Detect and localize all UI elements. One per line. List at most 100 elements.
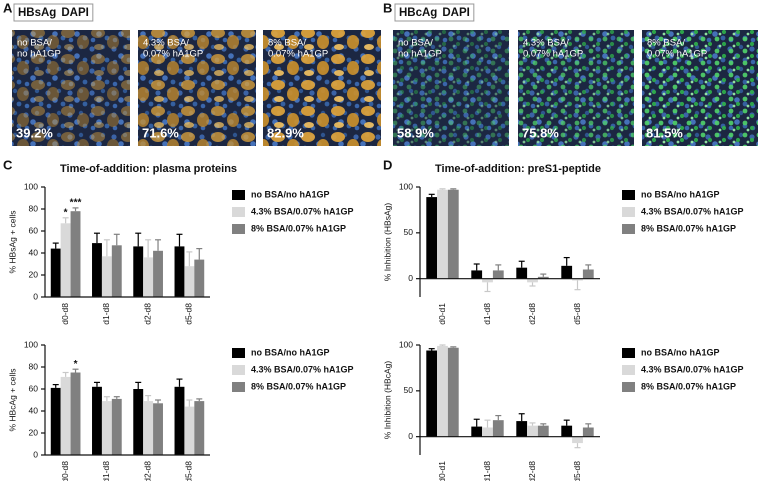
percent-label: 81.5% — [646, 125, 683, 140]
bar — [582, 427, 594, 437]
x-tick-label: d5-d8 — [572, 303, 582, 325]
y-tick-label: 60 — [29, 225, 39, 235]
x-tick-label: d0-d1 — [437, 461, 447, 481]
micrograph-signal — [518, 30, 634, 146]
x-tick-label: d2-d8 — [142, 303, 152, 325]
bar — [184, 266, 195, 297]
micrograph-signal — [138, 30, 256, 146]
legend-swatch — [232, 224, 245, 234]
y-tick-label: 100 — [24, 339, 38, 349]
legend-label: 8% BSA/0.07% hA1GP — [641, 223, 736, 233]
bar — [111, 398, 122, 455]
bar — [492, 270, 504, 279]
bar — [572, 278, 583, 281]
y-tick-label: 80 — [29, 361, 39, 371]
percent-label: 58.9% — [397, 125, 434, 140]
micrograph-signal — [393, 30, 509, 146]
condition-label: no BSA/ — [17, 38, 52, 49]
bar — [50, 248, 61, 297]
significance: * — [64, 207, 68, 218]
bar — [143, 401, 154, 455]
percent-label: 71.6% — [142, 125, 179, 140]
x-tick-label: d1-d8 — [482, 461, 492, 481]
legend-label: no BSA/no hA1GP — [641, 347, 720, 357]
x-tick-label: d0-d8 — [60, 303, 70, 325]
bar — [471, 270, 483, 279]
y-tick-label: 100 — [399, 339, 413, 349]
x-tick-label: d2-d8 — [527, 303, 537, 325]
legend-swatch — [232, 207, 245, 217]
y-tick-label: 0 — [33, 291, 38, 301]
bar — [60, 376, 71, 455]
bar — [133, 389, 144, 455]
legend-label: 4.3% BSA/0.07% hA1GP — [251, 364, 354, 374]
x-tick-label: d5-d8 — [184, 461, 194, 481]
bar — [471, 426, 483, 437]
bar — [582, 269, 594, 279]
y-axis-label: % Inhibition (HBsAg) — [382, 203, 392, 282]
y-tick-label: 50 — [404, 385, 414, 395]
bar — [527, 278, 538, 283]
bar — [426, 197, 438, 279]
chart-title: Time-of-addition: plasma proteins — [60, 163, 237, 175]
x-tick-label: d0-d1 — [437, 303, 447, 325]
legend-label: no BSA/no hA1GP — [251, 347, 330, 357]
bar — [437, 189, 448, 279]
legend-label: 8% BSA/0.07% hA1GP — [251, 223, 346, 233]
legend-label: 8% BSA/0.07% hA1GP — [251, 381, 346, 391]
legend-label: no BSA/no hA1GP — [641, 189, 720, 199]
y-tick-label: 50 — [404, 227, 414, 237]
bar — [447, 347, 459, 437]
bar — [516, 267, 528, 279]
bar — [194, 401, 205, 455]
bar — [447, 189, 459, 279]
y-tick-label: 100 — [399, 181, 413, 191]
counterstain-label: DAPI — [442, 7, 469, 19]
legend-swatch — [622, 224, 635, 234]
x-tick-label: d2-d8 — [527, 461, 537, 481]
bar — [174, 386, 185, 455]
legend-swatch — [622, 382, 635, 392]
legend-swatch — [622, 348, 635, 358]
bar — [426, 350, 438, 437]
condition-label: 0.07% hA1GP — [647, 49, 707, 60]
bar — [101, 256, 112, 297]
panel-letter: D — [383, 157, 392, 172]
x-tick-label: d1-d8 — [482, 303, 492, 325]
percent-label: 82.9% — [267, 125, 304, 140]
stain-label: HBcAg — [399, 7, 437, 19]
stain-label: HBsAg — [18, 7, 56, 19]
condition-label: 0.07% hA1GP — [143, 49, 203, 60]
chart-title: Time-of-addition: preS1-peptide — [435, 163, 601, 175]
legend-swatch — [622, 190, 635, 200]
condition-label: no BSA/ — [398, 38, 433, 49]
panel-letter: A — [3, 0, 13, 15]
percent-label: 75.8% — [522, 125, 559, 140]
stain-legend-box — [394, 3, 475, 22]
y-tick-label: 0 — [408, 273, 413, 283]
y-axis-label: % Inhibition (HBcAg) — [382, 361, 392, 440]
condition-label: 0.07% hA1GP — [268, 49, 328, 60]
significance: * — [74, 359, 78, 370]
bar — [561, 265, 573, 279]
y-axis-label: % HBsAg + cells — [7, 210, 17, 273]
panel-letter: B — [383, 0, 392, 15]
y-tick-label: 40 — [29, 247, 39, 257]
bar — [537, 425, 549, 437]
bar — [133, 246, 144, 297]
legend-swatch — [622, 207, 635, 217]
y-tick-label: 60 — [29, 383, 39, 393]
bar — [143, 257, 154, 297]
y-tick-label: 20 — [29, 427, 39, 437]
bar — [194, 259, 205, 297]
condition-label: no hA1GP — [398, 49, 442, 60]
bar — [70, 372, 81, 455]
bar — [92, 386, 102, 455]
legend-swatch — [232, 365, 245, 375]
bar — [527, 425, 538, 437]
bar — [174, 246, 185, 297]
micrograph-signal — [12, 30, 130, 146]
bar — [572, 436, 583, 444]
legend-label: 8% BSA/0.07% hA1GP — [641, 381, 736, 391]
